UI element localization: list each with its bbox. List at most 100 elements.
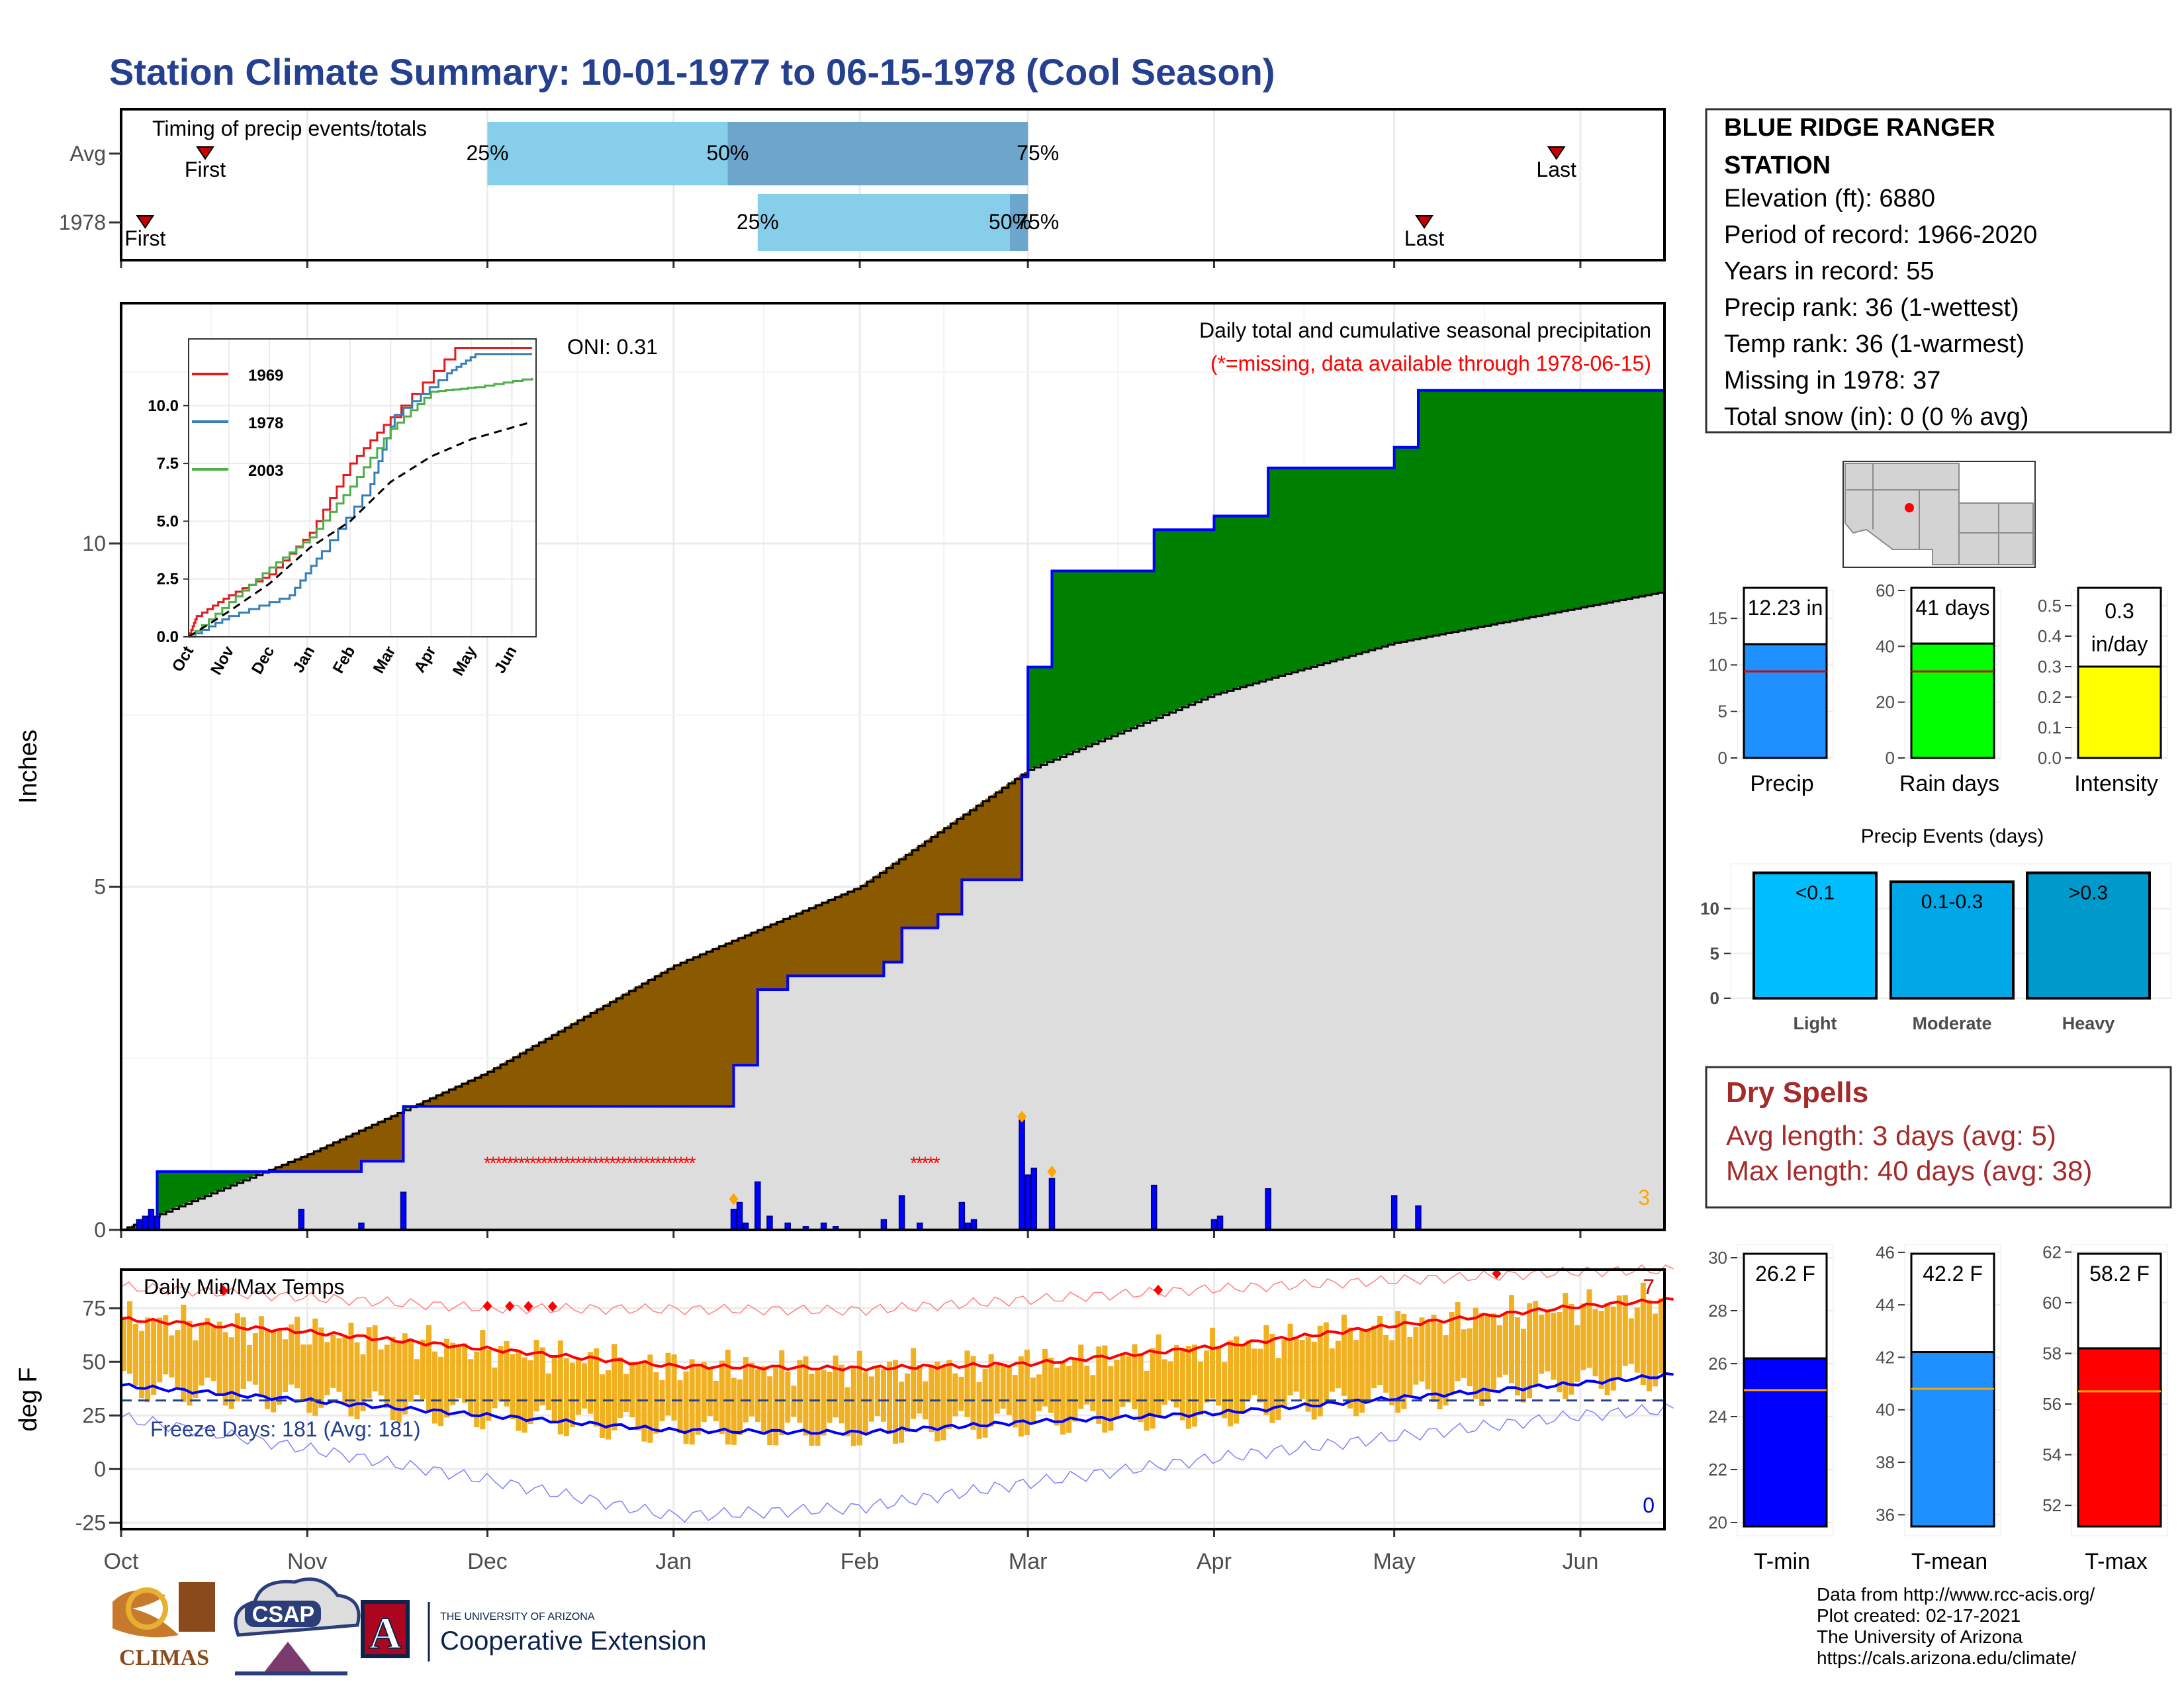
daily-temp-bar — [1006, 1366, 1012, 1415]
wet-anomaly-fill — [1564, 390, 1567, 611]
dry-anomaly-fill — [288, 1161, 292, 1172]
daily-temp-bar — [1096, 1346, 1102, 1424]
inset-legend-2003: 2003 — [248, 462, 283, 480]
daily-temp-bar — [1496, 1325, 1502, 1378]
wet-anomaly-fill — [1301, 467, 1305, 669]
ytick: 60 — [1876, 581, 1895, 600]
oni-label: ONI: 0.31 — [567, 335, 658, 359]
daily-temp-bar — [1090, 1375, 1096, 1411]
daily-temp-bar — [1473, 1307, 1479, 1399]
wet-anomaly-fill — [1376, 467, 1380, 648]
ytick: 0.5 — [2038, 596, 2062, 616]
wet-anomaly-fill — [1435, 390, 1439, 635]
dry-anomaly-fill — [671, 966, 675, 1107]
daily-temp-bar — [1461, 1329, 1467, 1378]
wet-anomaly-fill — [1091, 571, 1094, 744]
ytick: 58 — [2042, 1344, 2062, 1364]
wet-anomaly-fill — [169, 1171, 173, 1210]
daily-temp-bar — [749, 1362, 755, 1417]
daily-temp-bar — [833, 1355, 839, 1418]
dry-anomaly-fill — [679, 962, 682, 1107]
daily-temp-bar — [450, 1342, 456, 1405]
wet-anomaly-fill — [1605, 390, 1609, 603]
missing-day-marker: * — [933, 1152, 940, 1173]
dry-anomaly-fill — [641, 984, 644, 1107]
wet-anomaly-fill — [1077, 571, 1081, 749]
month-tick: Oct — [104, 1549, 139, 1574]
wet-anomaly-fill — [1137, 571, 1140, 726]
avg-tmin-line — [120, 1372, 1674, 1436]
tmean-yticks: 36 38 40 42 44 46 — [1876, 1243, 1895, 1524]
wet-anomaly-fill — [203, 1171, 206, 1196]
wet-anomaly-fill — [1273, 467, 1277, 677]
ua-logo-block — [361, 1600, 410, 1658]
temp-summary-value-bar — [2077, 1347, 2162, 1528]
dry-anomaly-fill — [396, 1113, 400, 1162]
precip-summary-bars — [1731, 586, 2168, 759]
missing-day-marker: * — [575, 1152, 582, 1173]
wet-anomaly-fill — [1263, 516, 1267, 680]
inset-xticks: Oct Nov Dec Jan Feb Mar Apr May Jun — [169, 643, 521, 679]
dry-anomaly-fill — [867, 880, 870, 976]
wet-anomaly-fill — [1121, 571, 1125, 731]
events-ytick-0: 0 — [1710, 988, 1719, 1008]
dry-anomaly-fill — [458, 1084, 461, 1107]
dry-anomaly-fill — [831, 898, 835, 976]
dry-anomaly-fill — [790, 915, 794, 976]
events-ytick-10: 10 — [1700, 899, 1719, 919]
wet-anomaly-fill — [1068, 571, 1071, 754]
temp-panel: deg F Daily Min/Max Temps Freeze Days: 1… — [15, 1264, 1674, 1574]
dry-anomaly-fill — [607, 1002, 611, 1107]
dry-anomaly-fill — [818, 904, 821, 976]
ytick: 22 — [1708, 1460, 1727, 1479]
wet-anomaly-fill — [208, 1171, 212, 1194]
dry-anomaly-fill — [319, 1148, 322, 1172]
daily-temp-bar — [414, 1359, 420, 1395]
precip-total-xlabel: Precip — [1750, 771, 1813, 796]
missing-day-marker: * — [660, 1152, 668, 1173]
daily-temp-bar — [623, 1374, 629, 1413]
daily-precip-bar — [298, 1209, 304, 1231]
wet-anomaly-fill — [1549, 390, 1552, 614]
daily-temp-bar — [264, 1329, 270, 1409]
dry-anomaly-fill — [349, 1134, 353, 1172]
wet-anomaly-fill — [1556, 390, 1560, 612]
daily-temp-bar — [874, 1365, 880, 1417]
dry-anomaly-fill — [841, 894, 844, 976]
dry-anomaly-fill — [707, 951, 711, 1107]
daily-temp-bar — [295, 1317, 300, 1389]
dry-anomaly-fill — [298, 1157, 302, 1172]
footer-plot-created: Plot created: 02-17-2021 — [1817, 1605, 2021, 1626]
daily-precip-bar — [766, 1215, 773, 1231]
dry-anomaly-fill — [520, 1053, 523, 1107]
dry-anomaly-fill — [702, 953, 705, 1107]
dry-anomaly-fill — [357, 1131, 361, 1172]
wet-anomaly-fill — [1371, 467, 1375, 649]
wet-anomaly-fill — [1500, 390, 1503, 623]
wet-anomaly-fill — [1649, 390, 1653, 594]
missing-day-marker: * — [518, 1152, 525, 1173]
dry-anomaly-fill — [720, 945, 724, 1107]
event-bar-heavy — [2026, 871, 2151, 1000]
dry-anomaly-fill — [687, 959, 690, 1107]
daily-precip-bar — [1048, 1178, 1056, 1231]
dry-anomaly-fill — [1016, 777, 1020, 880]
daily-precip-bar — [1024, 1174, 1031, 1231]
wet-anomaly-fill — [1384, 467, 1387, 646]
daily-temp-bar — [635, 1362, 641, 1430]
daily-precip-bar — [754, 1181, 761, 1231]
dry-anomaly-fill — [758, 929, 762, 990]
daily-temp-bar — [289, 1324, 295, 1385]
wet-anomaly-fill — [1044, 667, 1048, 763]
wet-anomaly-fill — [1597, 390, 1601, 604]
daily-temp-bar — [803, 1356, 809, 1436]
dry-anomaly-fill — [291, 1160, 295, 1172]
dry-anomaly-fill — [478, 1075, 482, 1107]
daily-temp-bar — [1120, 1354, 1126, 1407]
event-light-label: <0.1 — [1796, 882, 1835, 904]
tmax-xlabel: T-max — [2085, 1549, 2147, 1574]
wet-anomaly-fill — [250, 1171, 253, 1178]
wet-anomaly-fill — [1224, 516, 1228, 692]
wet-anomaly-fill — [1474, 390, 1477, 628]
daily-temp-bar — [181, 1304, 187, 1402]
